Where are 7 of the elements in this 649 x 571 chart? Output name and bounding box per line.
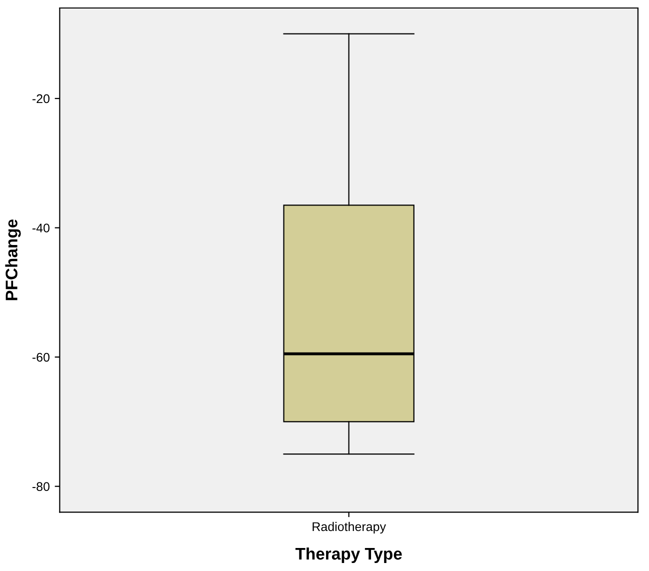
y-tick-label: -40 [32,224,50,232]
y-tick-label: -60 [32,352,50,362]
y-tick-label: -80 [32,482,50,491]
y-axis-title: PFChange [5,219,21,300]
x-axis-title: Therapy Type [295,547,402,563]
y-tick-label: -20 [32,94,50,104]
x-tick-label: Radiotherapy [312,522,386,534]
